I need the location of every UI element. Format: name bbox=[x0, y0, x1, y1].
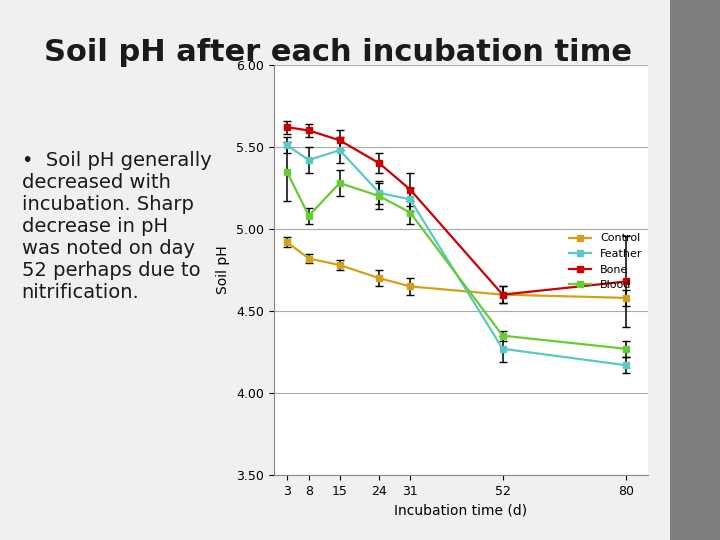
Text: Soil pH after each incubation time: Soil pH after each incubation time bbox=[45, 38, 632, 67]
Text: •  Soil pH generally
decreased with
incubation. Sharp
decrease in pH
was noted o: • Soil pH generally decreased with incub… bbox=[22, 151, 212, 302]
Y-axis label: Soil pH: Soil pH bbox=[216, 246, 230, 294]
X-axis label: Incubation time (d): Incubation time (d) bbox=[395, 503, 527, 517]
Legend: Control, Feather, Bone, Blood: Control, Feather, Bone, Blood bbox=[569, 233, 642, 290]
